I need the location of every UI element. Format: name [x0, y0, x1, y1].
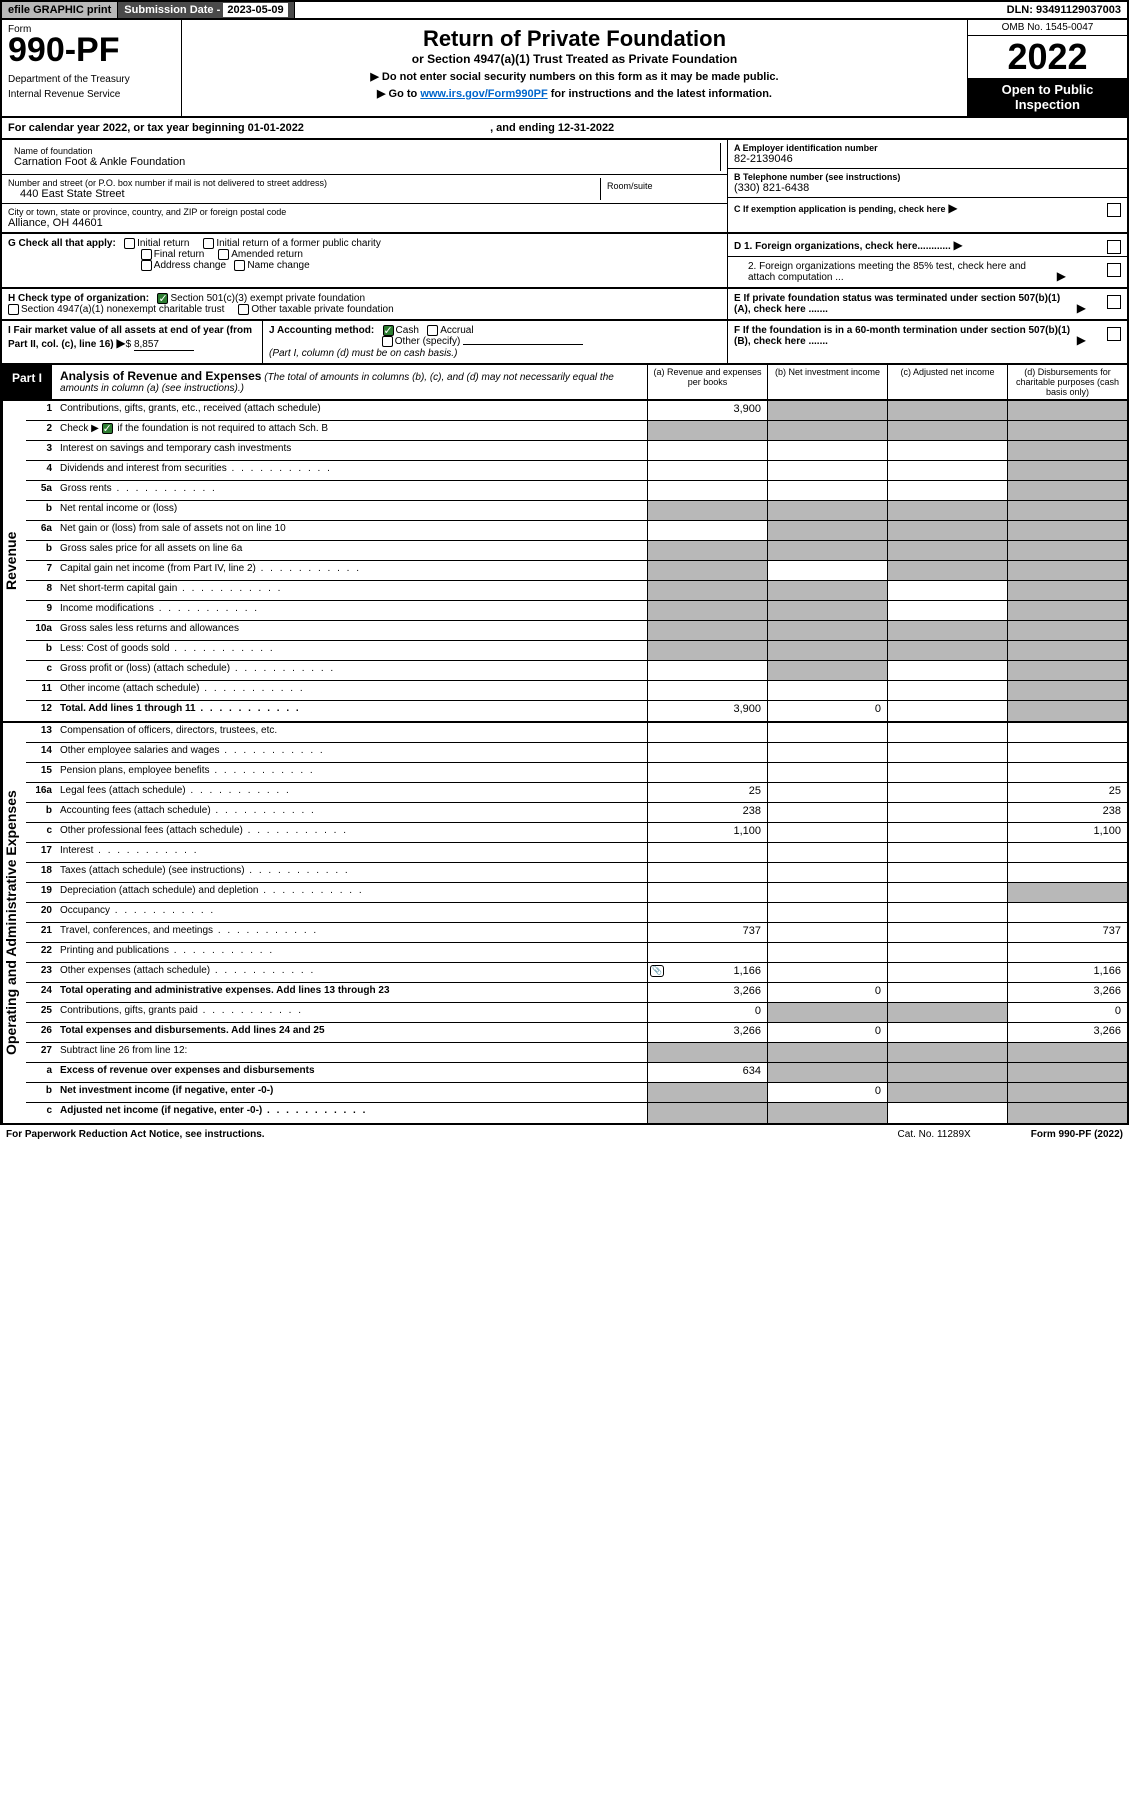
ein-label: A Employer identification number [734, 143, 1121, 153]
room-suite-label: Room/suite [601, 178, 721, 200]
form-footer: Form 990-PF (2022) [1031, 1129, 1123, 1140]
d2-label: 2. Foreign organizations meeting the 85%… [734, 261, 1054, 283]
info-grid: Name of foundation Carnation Foot & Ankl… [0, 140, 1129, 234]
submission-date-label: Submission Date - 2023-05-09 [118, 2, 294, 18]
checkbox-cash[interactable] [383, 325, 394, 336]
header-left: Form 990-PF Department of the Treasury I… [2, 20, 182, 116]
efile-label[interactable]: efile GRAPHIC print [2, 2, 118, 18]
dept-irs: Internal Revenue Service [8, 89, 175, 100]
checkbox-f[interactable] [1107, 327, 1121, 341]
address: 440 East State Street [8, 188, 600, 200]
city-state-zip: Alliance, OH 44601 [8, 217, 721, 229]
city-label: City or town, state or province, country… [8, 207, 721, 217]
i-label: I Fair market value of all assets at end… [8, 325, 252, 350]
j-label: J Accounting method: [269, 325, 374, 336]
page-footer: For Paperwork Reduction Act Notice, see … [0, 1125, 1129, 1144]
dln: DLN: 93491129037003 [1001, 2, 1127, 18]
checkbox-sch-b[interactable] [102, 423, 113, 434]
checkbox-4947a1[interactable] [8, 304, 19, 315]
h-label: H Check type of organization: [8, 293, 149, 304]
expenses-table: Operating and Administrative Expenses 13… [0, 723, 1129, 1125]
checkbox-address-change[interactable] [141, 260, 152, 271]
header-right: OMB No. 1545-0047 2022 Open to Public In… [967, 20, 1127, 116]
form-note-1: ▶ Do not enter social security numbers o… [188, 70, 961, 83]
checkbox-initial-former[interactable] [203, 238, 214, 249]
phone-label: B Telephone number (see instructions) [734, 172, 1121, 182]
part1-label: Part I [2, 365, 52, 399]
checkbox-other-specify[interactable] [382, 336, 393, 347]
part1-desc: Analysis of Revenue and Expenses (The to… [52, 365, 647, 399]
e-label: E If private foundation status was termi… [734, 293, 1074, 315]
attachment-icon[interactable]: 📎 [650, 965, 664, 977]
check-grid-gd: G Check all that apply: Initial return I… [0, 234, 1129, 289]
address-label: Number and street (or P.O. box number if… [8, 178, 600, 188]
checkbox-initial-return[interactable] [124, 238, 135, 249]
form-title: Return of Private Foundation [188, 26, 961, 52]
col-b-header: (b) Net investment income [767, 365, 887, 399]
d1-label: D 1. Foreign organizations, check here..… [734, 241, 951, 252]
col-c-header: (c) Adjusted net income [887, 365, 1007, 399]
j-section: J Accounting method: Cash Accrual Other … [262, 321, 727, 362]
i-section: I Fair market value of all assets at end… [2, 321, 262, 362]
g-label: G Check all that apply: [8, 238, 116, 249]
arrow-icon: ▶ [948, 201, 957, 215]
expenses-side-label: Operating and Administrative Expenses [2, 723, 26, 1123]
name-label: Name of foundation [14, 146, 714, 156]
col-d-header: (d) Disbursements for charitable purpose… [1007, 365, 1127, 399]
paperwork-notice: For Paperwork Reduction Act Notice, see … [6, 1129, 265, 1140]
foundation-name: Carnation Foot & Ankle Foundation [14, 156, 714, 168]
checkbox-c[interactable] [1107, 203, 1121, 217]
revenue-table: Revenue 1Contributions, gifts, grants, e… [0, 401, 1129, 723]
checkbox-e[interactable] [1107, 295, 1121, 309]
part1-header: Part I Analysis of Revenue and Expenses … [0, 365, 1129, 401]
omb-number: OMB No. 1545-0047 [968, 20, 1127, 36]
phone-value: (330) 821-6438 [734, 182, 1121, 194]
checkbox-d1[interactable] [1107, 240, 1121, 254]
tax-year: 2022 [968, 36, 1127, 78]
column-headers: (a) Revenue and expenses per books (b) N… [647, 365, 1127, 399]
i-value: 8,857 [134, 339, 194, 351]
form-subtitle: or Section 4947(a)(1) Trust Treated as P… [188, 52, 961, 66]
header-center: Return of Private Foundation or Section … [182, 20, 967, 116]
checkbox-d2[interactable] [1107, 263, 1121, 277]
j-note: (Part I, column (d) must be on cash basi… [269, 348, 457, 359]
checkbox-accrual[interactable] [427, 325, 438, 336]
form-note-2: ▶ Go to www.irs.gov/Form990PF for instru… [188, 87, 961, 100]
checkbox-other-taxable[interactable] [238, 304, 249, 315]
checkbox-final-return[interactable] [141, 249, 152, 260]
topbar: efile GRAPHIC print Submission Date - 20… [0, 0, 1129, 20]
cat-number: Cat. No. 11289X [898, 1129, 971, 1140]
calendar-year-row: For calendar year 2022, or tax year begi… [0, 118, 1129, 140]
ein-value: 82-2139046 [734, 153, 1121, 165]
dept-treasury: Department of the Treasury [8, 74, 175, 85]
checkbox-501c3[interactable] [157, 293, 168, 304]
open-to-public: Open to Public Inspection [968, 78, 1127, 116]
checkbox-amended-return[interactable] [218, 249, 229, 260]
revenue-side-label: Revenue [2, 401, 26, 721]
f-label: F If the foundation is in a 60-month ter… [734, 325, 1074, 347]
check-grid-he: H Check type of organization: Section 50… [0, 289, 1129, 321]
form-header: Form 990-PF Department of the Treasury I… [0, 20, 1129, 118]
checkbox-name-change[interactable] [234, 260, 245, 271]
form-number: 990-PF [8, 31, 175, 70]
irs-link[interactable]: www.irs.gov/Form990PF [420, 88, 547, 100]
exemption-pending-label: C If exemption application is pending, c… [734, 204, 946, 214]
col-a-header: (a) Revenue and expenses per books [647, 365, 767, 399]
check-grid-ijf: I Fair market value of all assets at end… [0, 321, 1129, 364]
